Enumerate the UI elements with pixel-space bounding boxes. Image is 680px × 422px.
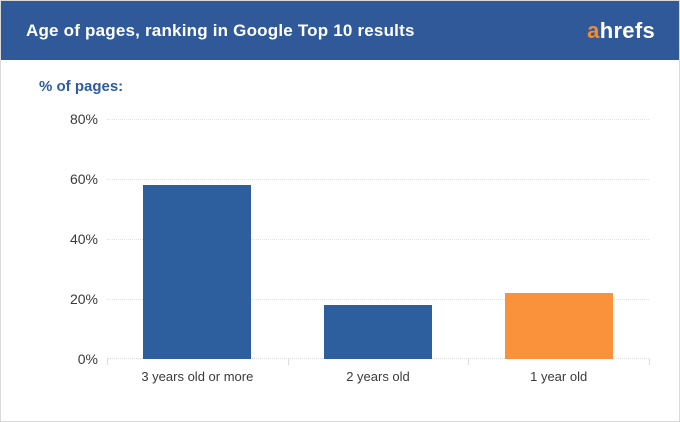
x-tick-label-2-years-old: 2 years old: [346, 369, 410, 384]
bar-3-years-old-or-more: [143, 185, 252, 359]
y-axis-title: % of pages:: [39, 78, 124, 95]
y-tick-label-20: 20%: [69, 291, 98, 307]
x-axis-tick: [649, 359, 650, 365]
plot-area: 0% 20% 40% 60% 80% 3 years old or more 2 years…: [70, 111, 650, 384]
gridline-80: [107, 119, 649, 120]
y-tick-label-0: 0%: [77, 351, 98, 367]
ahrefs-logo: ahrefs: [587, 18, 655, 44]
gridline-20: [107, 299, 649, 300]
gridline-40: [107, 239, 649, 240]
x-axis-tick: [107, 359, 108, 365]
x-tick-label-3-years-old-or-more: 3 years old or more: [141, 369, 254, 384]
y-tick-label-40: 40%: [69, 231, 98, 247]
header: Age of pages, ranking in Google Top 10 r…: [1, 1, 679, 60]
chart-title: Age of pages, ranking in Google Top 10 r…: [26, 20, 415, 40]
y-tick-label-60: 60%: [69, 171, 98, 187]
bar-2-years-old: [324, 305, 432, 359]
y-tick-label-80: 80%: [69, 111, 98, 127]
ahrefs-logo-rest: hrefs: [599, 17, 655, 43]
chart-body: % of pages: 0% 20% 40% 60% 80% 3 years old or…: [1, 60, 679, 421]
x-tick-label-1-year-old: 1 year old: [530, 369, 588, 384]
x-axis-tick: [468, 359, 470, 365]
gridline-60: [107, 179, 649, 180]
x-axis-tick: [287, 359, 289, 365]
bar-1-year-old: [504, 293, 613, 359]
ahrefs-logo-a: a: [587, 17, 600, 43]
